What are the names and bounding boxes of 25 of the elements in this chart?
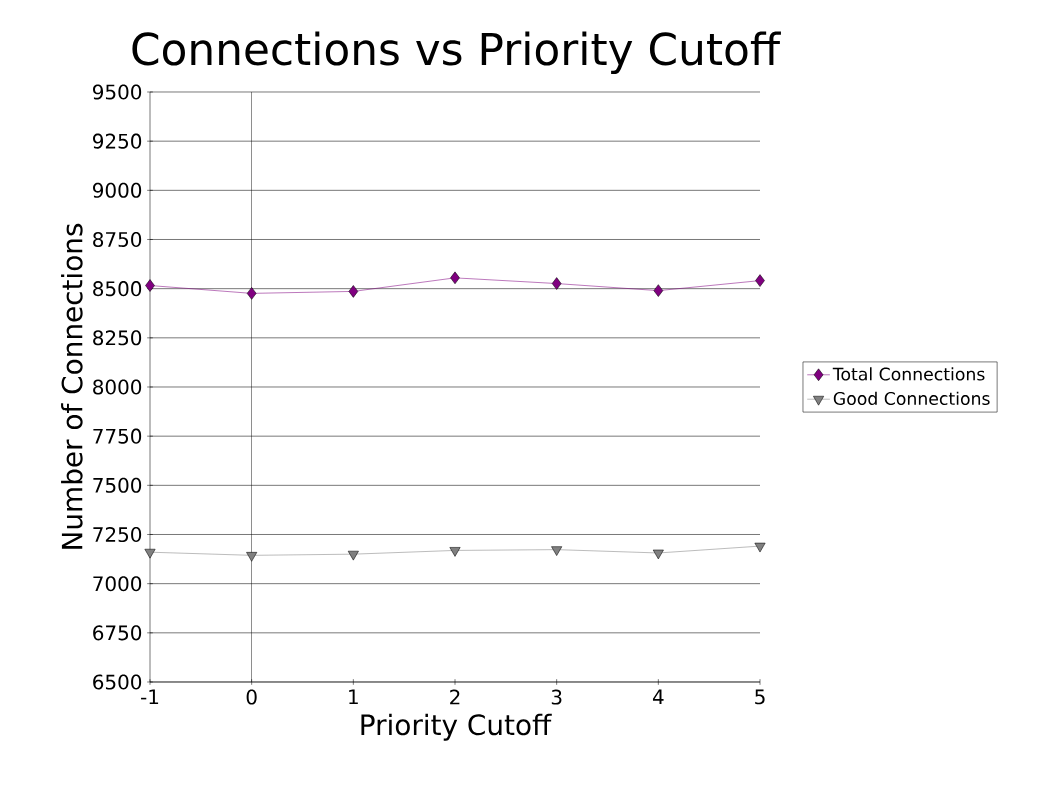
legend-label: Total Connections xyxy=(832,367,985,381)
y-tick-label: 8000 xyxy=(93,379,142,395)
y-tick-label: 7250 xyxy=(93,526,142,543)
y-tick-label: 8750 xyxy=(93,231,142,248)
y-tick-label: 7500 xyxy=(93,477,142,493)
x-tick-label: 0 xyxy=(246,689,257,705)
legend-label: Good Connections xyxy=(833,391,990,406)
x-axis-title: Priority Cutoff xyxy=(361,713,552,741)
y-tick-label: 7750 xyxy=(93,428,142,444)
x-tick-label: 5 xyxy=(755,689,765,705)
y-axis-title: Number of Connections xyxy=(61,223,83,549)
y-tick-label: 8500 xyxy=(93,281,142,297)
x-tick-label: 2 xyxy=(450,689,460,705)
x-tick-label: 1 xyxy=(349,689,358,705)
y-tick-label: 7000 xyxy=(93,576,142,592)
y-tick-label: 9000 xyxy=(93,182,142,198)
y-tick-label: 6500 xyxy=(93,674,142,690)
y-tick-label: 8250 xyxy=(93,330,142,346)
y-tick-label: 9500 xyxy=(93,84,142,100)
x-tick-label: -1 xyxy=(141,689,159,705)
y-tick-label: 6750 xyxy=(93,625,142,641)
y-tick-label: 9250 xyxy=(93,133,142,149)
x-tick-label: 3 xyxy=(551,689,562,705)
chart-title: Connections vs Priority Cutoff xyxy=(132,31,781,74)
x-tick-label: 4 xyxy=(652,689,664,705)
